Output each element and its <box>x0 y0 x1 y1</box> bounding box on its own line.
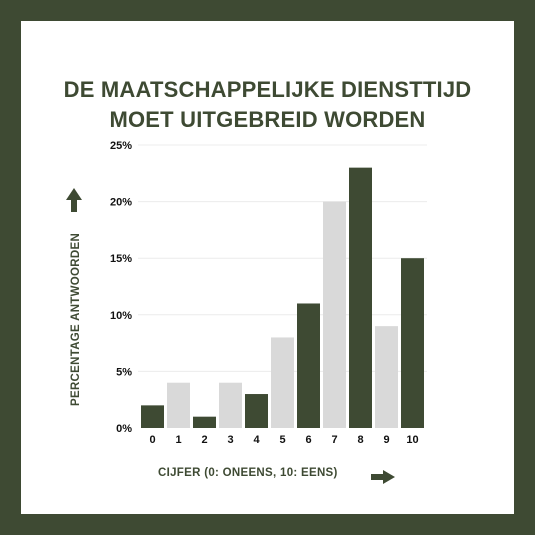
bar-8 <box>349 167 372 428</box>
bar-5 <box>271 337 294 428</box>
bar-3 <box>219 382 242 428</box>
arrow-up-icon <box>66 188 82 212</box>
x-tick-label: 8 <box>357 434 363 446</box>
chart-card: DE MAATSCHAPPELIJKE DIENSTTIJD MOET UITG… <box>21 21 514 514</box>
chart-title: DE MAATSCHAPPELIJKE DIENSTTIJD MOET UITG… <box>21 75 514 135</box>
x-tick-label: 6 <box>305 434 311 446</box>
bar-10 <box>401 258 424 428</box>
x-axis-ticks: 0 1 2 3 4 5 6 7 8 9 10 <box>149 434 418 446</box>
x-tick-label: 3 <box>227 434 233 446</box>
bar-1 <box>167 382 190 428</box>
arrow-right-icon <box>371 470 395 484</box>
y-axis-label: PERCENTAGE ANTWOORDEN <box>70 233 82 406</box>
bar-2 <box>193 416 216 428</box>
y-tick-label: 15% <box>110 253 132 265</box>
bar-9 <box>375 326 398 428</box>
bar-4 <box>245 394 268 428</box>
x-tick-label: 2 <box>201 434 207 446</box>
y-axis-title-group: PERCENTAGE ANTWOORDEN <box>66 188 82 406</box>
x-axis-label: CIJFER (0: ONEENS, 10: EENS) <box>158 467 338 479</box>
y-tick-label: 10% <box>110 310 132 322</box>
y-tick-label: 25% <box>110 140 132 152</box>
chart-title-line-1: DE MAATSCHAPPELIJKE DIENSTTIJD <box>63 77 472 102</box>
bar-0 <box>141 405 164 428</box>
x-tick-label: 7 <box>331 434 337 446</box>
x-tick-label: 1 <box>175 434 181 446</box>
y-axis-ticks: 0% 5% 10% 15% 20% 25% <box>110 140 132 435</box>
bars <box>141 167 424 428</box>
x-tick-label: 9 <box>383 434 389 446</box>
x-tick-label: 10 <box>406 434 418 446</box>
y-tick-label: 5% <box>116 366 132 378</box>
y-tick-label: 20% <box>110 197 132 209</box>
x-tick-label: 0 <box>149 434 155 446</box>
x-tick-label: 5 <box>279 434 285 446</box>
bar-6 <box>297 303 320 428</box>
bar-chart: 0% 5% 10% 15% 20% 25% 0 1 2 3 4 5 6 7 8 9 10 PERCENTAGE… <box>66 140 427 484</box>
chart-title-line-2: MOET UITGEBREID WORDEN <box>109 107 426 132</box>
y-tick-label: 0% <box>116 423 132 435</box>
bar-7 <box>323 201 346 428</box>
x-tick-label: 4 <box>253 434 260 446</box>
x-axis-title-group: CIJFER (0: ONEENS, 10: EENS) <box>158 467 395 484</box>
